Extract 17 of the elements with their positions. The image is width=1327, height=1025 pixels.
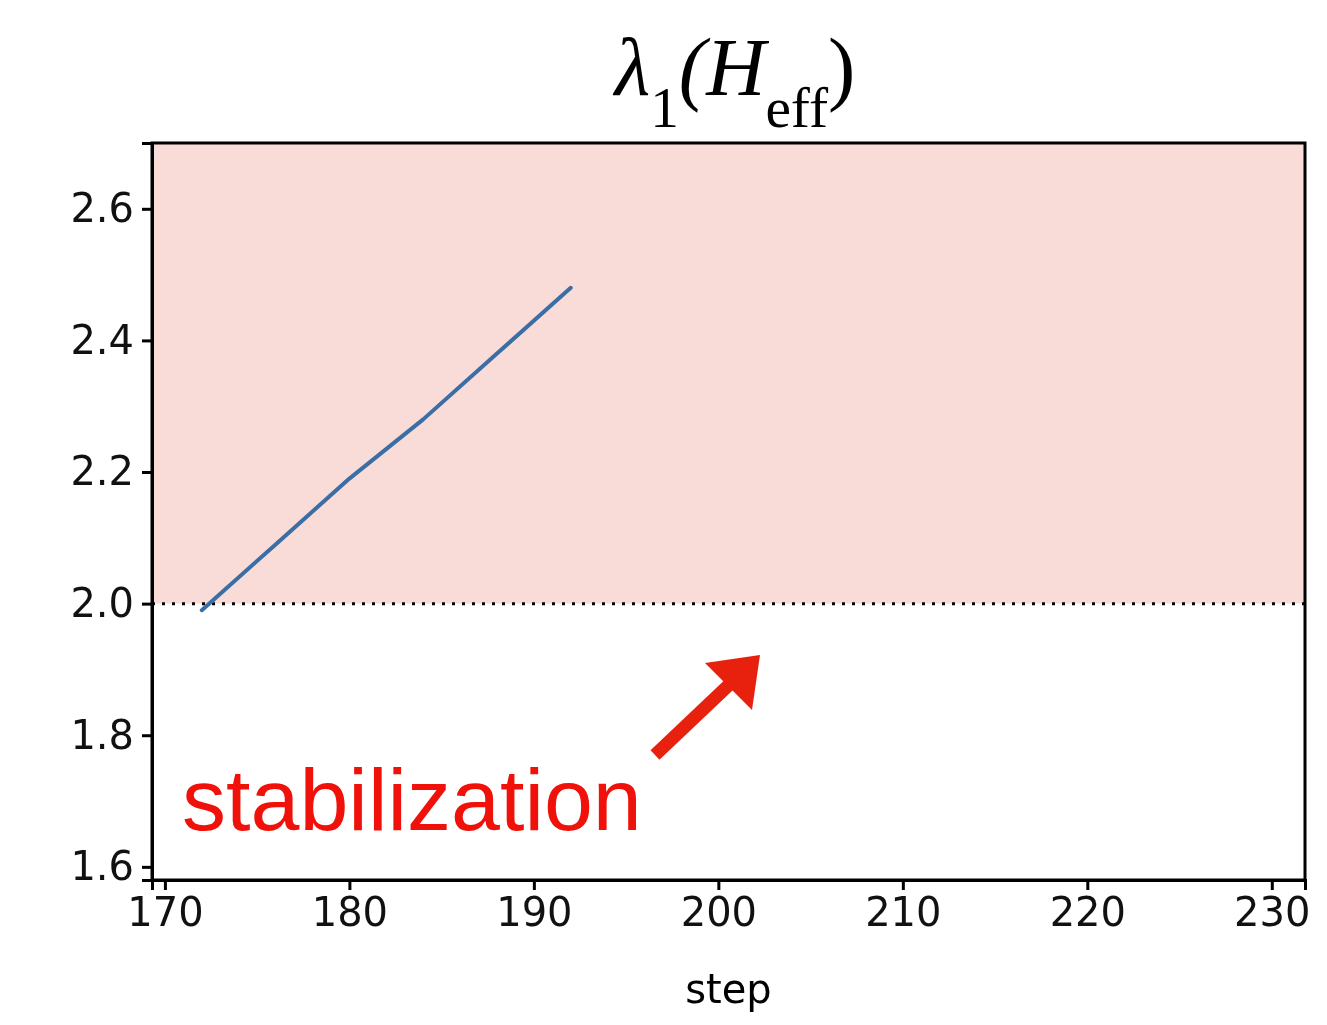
chart-title: λ$_{1}$(H$_{eff}$) (612, 22, 856, 139)
y-tick-label: 2.4 (70, 316, 134, 363)
y-tick-label: 1.6 (70, 843, 134, 890)
y-tick-label: 2.6 (70, 185, 134, 232)
y-tick-label: 1.8 (70, 711, 134, 758)
x-tick-label: 170 (127, 889, 204, 936)
x-tick-label: 210 (865, 889, 942, 936)
annotation: stabilization (182, 750, 642, 849)
x-axis-title: step (685, 966, 772, 1012)
x-tick-label: 200 (680, 889, 758, 936)
line-series (199, 285, 573, 613)
x-tick-label: 180 (311, 889, 389, 936)
y-tick-label: 2.0 (70, 579, 134, 626)
x-tick-label: 220 (1049, 889, 1126, 936)
x-tick-label: 230 (1234, 889, 1311, 936)
y-tick-label: 2.2 (70, 448, 134, 495)
x-tick-label: 190 (496, 889, 573, 936)
